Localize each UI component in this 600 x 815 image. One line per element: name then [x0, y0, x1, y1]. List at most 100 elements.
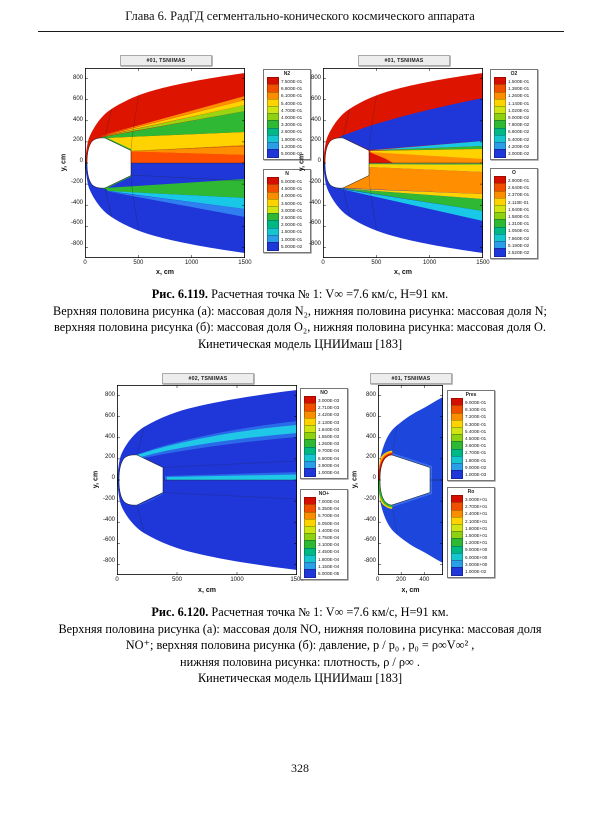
legend-value: 2.130E-03 — [318, 419, 340, 425]
y-tick-label: 400 — [310, 116, 321, 123]
legend-row: 5.000E-02 — [264, 241, 310, 251]
y-tick-label: -400 — [308, 199, 321, 206]
legend-value: 6.800E-01 — [281, 86, 303, 92]
y-tick-label: 400 — [104, 433, 115, 440]
legend-value: 1.310E-01 — [508, 221, 530, 227]
contour-field-no-noplus — [117, 385, 297, 575]
legend-no: NO 3.000E-03 2.710E-03 2.420E-03 2.130E-03 1.… — [300, 388, 348, 480]
x-tick-label: 0 — [321, 260, 325, 266]
legend-value: 2.600E-01 — [281, 129, 303, 135]
x-tick-label: 500 — [133, 260, 144, 266]
y-tick-label: -800 — [363, 558, 376, 564]
legend-value: 3.500E-01 — [281, 200, 303, 206]
legend-value: 5.190E-02 — [508, 242, 530, 248]
legend-value: 6.300E-01 — [465, 421, 487, 427]
legend-value: 9.000E-01 — [465, 400, 487, 406]
legend-value: 1.000E-04 — [318, 469, 340, 475]
y-tick-label: -600 — [363, 537, 376, 544]
y-tick-label: -800 — [70, 241, 83, 247]
y-tick-label: 600 — [365, 412, 376, 419]
legend-row: 1.000E-02 — [448, 567, 494, 576]
legend-value: 1.000E-03 — [465, 471, 487, 477]
y-tick-label: -200 — [70, 178, 83, 185]
legend-value: 1.000E-01 — [281, 236, 303, 242]
contour-field-o2-o — [323, 68, 483, 258]
x-axis-label: x, cm — [198, 587, 216, 594]
x-tick-label: 200 — [395, 577, 406, 583]
legend-pres: Pres 9.000E-01 8.100E-01 7.200E-01 6.300E-01… — [447, 390, 495, 482]
legend-value: 6.350E-04 — [318, 506, 340, 512]
fig-6119-plot-b: #01, TSNIIMAS y, cm 800 600 400 200 0 -200 -40… — [293, 55, 555, 280]
caption-body: Верхняя половина рисунка (а): массовая д… — [58, 621, 542, 653]
legend-value: 1.800E-01 — [465, 457, 487, 463]
legend-value: 4.000E-01 — [281, 115, 303, 121]
y-tick-label: 0 — [317, 158, 321, 164]
y-tick-label: 800 — [104, 392, 115, 398]
legend-value: 2.700E-01 — [465, 450, 487, 456]
y-tick-label: -200 — [363, 495, 376, 502]
plot-area — [117, 385, 297, 575]
y-tick-label: 600 — [104, 412, 115, 419]
legend-title: Ro — [467, 489, 475, 495]
legend-row: 5.000E-02 — [264, 149, 310, 158]
legend-value: 4.500E-01 — [465, 436, 487, 442]
legend-value: 8.100E-01 — [465, 407, 487, 413]
x-axis-ticks: 0 500 1000 1500 — [105, 577, 309, 585]
plot-title: #01, TSNIIMAS — [358, 55, 450, 66]
plot-title: #01, TSNIIMAS — [370, 373, 452, 384]
y-tick-label: 200 — [310, 137, 321, 144]
legend-row: 1.000E-03 — [448, 470, 494, 479]
plot-title: #01, TSNIIMAS — [120, 55, 212, 66]
legend-value: 3.000E+00 — [465, 561, 488, 567]
plot-area — [85, 68, 245, 258]
legend-value: 6.800E-04 — [318, 455, 340, 461]
legend-title: N2 — [283, 71, 291, 77]
x-tick-label: 0 — [115, 577, 119, 583]
legend-value: 5.400E-01 — [281, 100, 303, 106]
legend-value: 1.380E-01 — [508, 86, 530, 92]
legend-row: 1.000E-04 — [301, 468, 347, 477]
legend-value: 9.700E-04 — [318, 448, 340, 454]
y-tick-label: -400 — [70, 199, 83, 206]
y-axis-ticks: 800 600 400 200 0 -200 -400 -600 -800 — [59, 75, 83, 248]
y-tick-label: -400 — [102, 516, 115, 523]
legend-value: 5.000E-02 — [281, 150, 303, 156]
legend-color-swatch — [494, 248, 506, 257]
plot-area — [378, 385, 443, 575]
legend-title: N — [285, 171, 289, 177]
legend-value: 1.840E-03 — [318, 426, 340, 432]
legend-noplus: NO+ 7.000E-04 6.350E-04 5.700E-04 5.050E-04 4… — [300, 489, 348, 581]
x-tick-label: 0 — [375, 577, 380, 583]
y-tick-label: 200 — [365, 454, 376, 461]
legend-value: 5.400E-02 — [508, 136, 530, 142]
legend-o: O 2.900E-01 2.640E-01 2.370E-01 2.110E-01 1.8… — [490, 168, 538, 260]
y-tick-label: 0 — [372, 475, 376, 481]
legend-value: 1.900E-01 — [281, 136, 303, 142]
legend-value: 5.000E-02 — [281, 243, 303, 249]
legend-value: 2.420E-03 — [318, 412, 340, 418]
legend-value: 2.450E-04 — [318, 549, 340, 555]
legend-color-swatch — [267, 241, 279, 251]
vehicle-body — [86, 137, 132, 189]
legend-value: 3.000E-01 — [281, 207, 303, 213]
caption-intro: Расчетная точка № 1: V∞ =7.6 км/с, H=91 … — [208, 287, 449, 301]
legend-value: 3.750E-04 — [318, 535, 340, 541]
legend-value: 3.000E+01 — [465, 497, 488, 503]
y-tick-label: -800 — [102, 558, 115, 564]
caption-intro: Расчетная точка № 1: V∞ =7.6 км/с, H=91 … — [208, 605, 449, 619]
legend-value: 1.500E+01 — [465, 533, 488, 539]
legend-n2: N2 7.500E-01 6.800E-01 6.100E-01 5.400E-01 4.… — [263, 69, 311, 161]
y-tick-label: 800 — [365, 392, 376, 398]
legend-value: 1.140E-01 — [508, 100, 530, 106]
legend-value: 1.200E+01 — [465, 540, 488, 546]
legend-value: 5.000E-01 — [281, 179, 303, 185]
legend-value: 1.200E-01 — [281, 143, 303, 149]
legend-value: 2.640E-01 — [508, 185, 530, 191]
legend-value: 1.550E-03 — [318, 434, 340, 440]
header-rule — [38, 31, 564, 32]
caption-body-line2: нижняя половина рисунка: плотность, ρ / … — [180, 654, 420, 669]
legend-value: 2.520E-02 — [508, 249, 530, 255]
x-axis-ticks: 0 500 1000 1500 — [73, 260, 257, 268]
x-tick-label: 500 — [371, 260, 382, 266]
